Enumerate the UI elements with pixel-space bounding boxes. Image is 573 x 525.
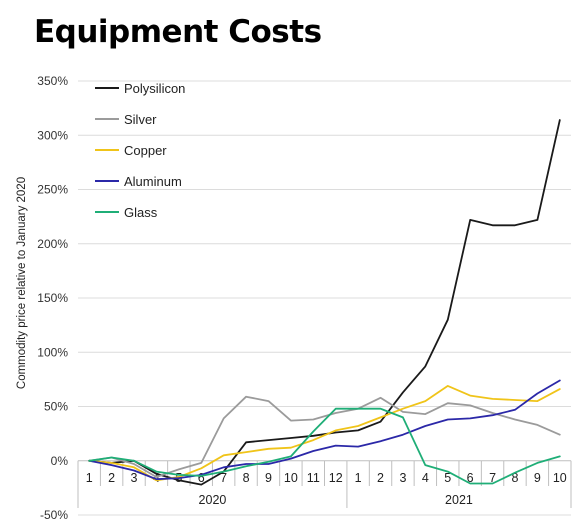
x-tick-label: 6 [467,471,474,485]
series-line [88,407,561,485]
x-tick-label: 1 [86,471,93,485]
y-axis-tick-labels: -50% 0% 50% 100% 150% 200% 250% 300% 350% [37,74,68,522]
series-line [88,119,561,486]
y-tick-label: 150% [37,291,68,305]
x-tick-label: 10 [553,471,567,485]
x-tick-label: 1 [355,471,362,485]
series-line [88,379,561,481]
y-axis-label: Commodity price relative to January 2020 [16,177,28,389]
legend-label: Copper [124,143,167,158]
legend-label: Aluminum [124,174,182,189]
x-tick-label: 11 [307,471,320,485]
page-title: Equipment Costs [34,14,322,50]
x-tick-label: 9 [534,471,541,485]
y-tick-label: -50% [40,508,68,522]
x-group-label: 2021 [445,493,473,507]
x-tick-label: 7 [220,471,227,485]
x-tick-label: 7 [489,471,496,485]
gridlines [78,80,571,516]
legend-label: Silver [124,112,157,127]
y-tick-label: 250% [37,183,68,197]
x-tick-label: 5 [444,471,451,485]
x-tick-label: 4 [422,471,429,485]
x-tick-label: 2 [377,471,384,485]
legend-label: Glass [124,205,158,220]
x-tick-label: 8 [512,471,519,485]
y-tick-label: 200% [37,237,68,251]
y-tick-label: 50% [44,400,68,414]
x-tick-label: 6 [198,471,205,485]
x-tick-label: 8 [243,471,250,485]
series-lines [88,119,561,486]
y-tick-label: 0% [51,454,69,468]
x-tick-label: 12 [329,471,343,485]
x-group-label: 2020 [199,493,227,507]
x-tick-label: 3 [131,471,138,485]
x-tick-label: 9 [265,471,272,485]
y-tick-label: 300% [37,128,68,142]
legend-label: Polysilicon [124,81,185,96]
x-tick-label: 2 [108,471,115,485]
y-tick-label: 100% [37,345,68,359]
legend: Polysilicon Silver Copper Aluminum Glass [95,81,185,220]
y-tick-label: 350% [37,74,68,88]
x-tick-label: 10 [284,471,298,485]
x-tick-label: 3 [399,471,406,485]
